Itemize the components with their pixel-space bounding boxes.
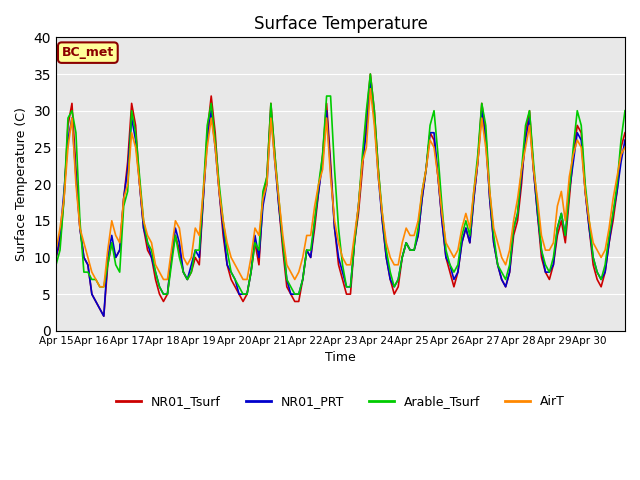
Arable_Tsurf (466, 232, 474, 238)
NR01_PRT (621, 137, 629, 143)
Arable_Tsurf (52, 262, 60, 268)
X-axis label: Time: Time (325, 351, 356, 364)
Arable_Tsurf (525, 108, 533, 114)
NR01_Tsurf (100, 313, 108, 319)
AirT (525, 122, 533, 128)
AirT (621, 144, 629, 150)
AirT (367, 86, 374, 92)
AirT (96, 284, 104, 289)
AirT (52, 247, 60, 253)
Legend: NR01_Tsurf, NR01_PRT, Arable_Tsurf, AirT: NR01_Tsurf, NR01_PRT, Arable_Tsurf, AirT (111, 390, 570, 413)
NR01_Tsurf (621, 130, 629, 135)
NR01_PRT (466, 240, 474, 246)
Title: Surface Temperature: Surface Temperature (253, 15, 428, 33)
Arable_Tsurf (621, 108, 629, 114)
AirT (231, 262, 239, 268)
Y-axis label: Surface Temperature (C): Surface Temperature (C) (15, 107, 28, 261)
NR01_Tsurf (140, 225, 147, 231)
Arable_Tsurf (159, 291, 167, 297)
NR01_Tsurf (52, 254, 60, 260)
AirT (92, 276, 100, 282)
Line: NR01_PRT: NR01_PRT (56, 81, 625, 316)
NR01_PRT (52, 254, 60, 260)
Line: Arable_Tsurf: Arable_Tsurf (56, 74, 625, 294)
Arable_Tsurf (367, 71, 374, 77)
NR01_Tsurf (231, 284, 239, 289)
NR01_PRT (518, 174, 525, 180)
Line: AirT: AirT (56, 89, 625, 287)
Arable_Tsurf (518, 167, 525, 172)
NR01_PRT (231, 276, 239, 282)
NR01_Tsurf (525, 108, 533, 114)
Arable_Tsurf (92, 276, 100, 282)
Arable_Tsurf (136, 174, 143, 180)
Line: NR01_Tsurf: NR01_Tsurf (56, 74, 625, 316)
NR01_PRT (100, 313, 108, 319)
NR01_Tsurf (92, 299, 100, 304)
NR01_Tsurf (367, 71, 374, 77)
Text: BC_met: BC_met (61, 46, 114, 59)
NR01_PRT (367, 78, 374, 84)
AirT (466, 225, 474, 231)
AirT (518, 167, 525, 172)
Arable_Tsurf (231, 276, 239, 282)
NR01_Tsurf (518, 181, 525, 187)
NR01_PRT (525, 115, 533, 121)
NR01_PRT (140, 225, 147, 231)
NR01_PRT (92, 299, 100, 304)
NR01_Tsurf (466, 240, 474, 246)
AirT (140, 218, 147, 224)
